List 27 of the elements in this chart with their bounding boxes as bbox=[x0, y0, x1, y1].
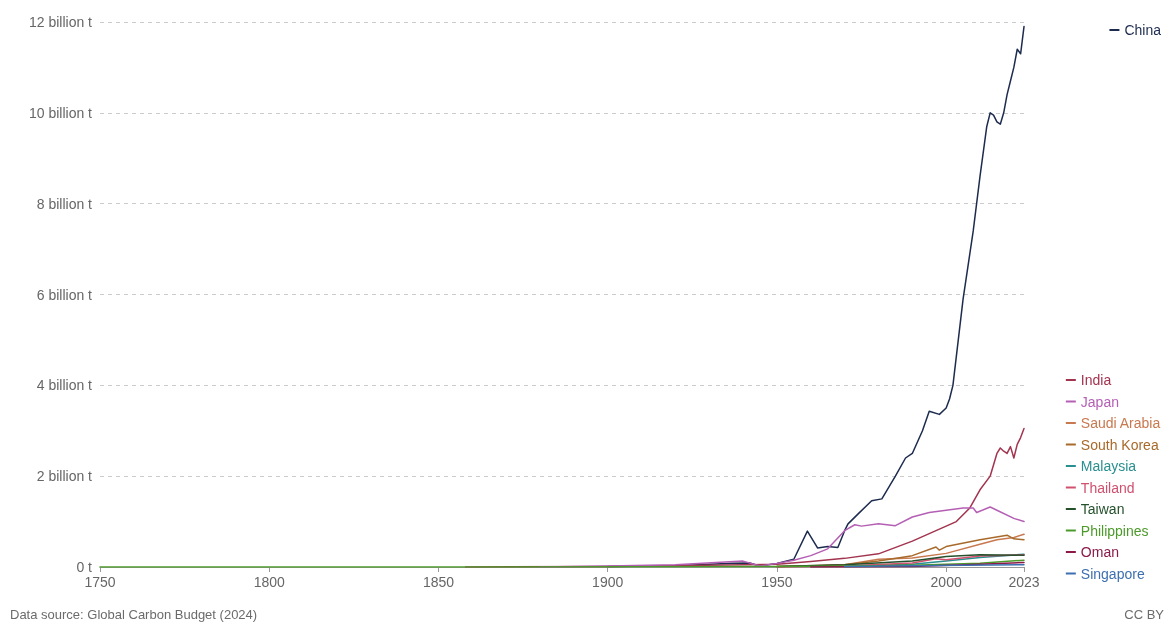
x-tick-label: 1950 bbox=[761, 574, 793, 590]
legend-label: Taiwan bbox=[1080, 501, 1125, 517]
legend-label: Japan bbox=[1080, 393, 1119, 410]
x-tick-label: 1750 bbox=[84, 574, 116, 590]
legend-label: Malaysia bbox=[1080, 458, 1137, 474]
y-tick-label: 6 billion t bbox=[36, 286, 93, 303]
y-tick-label: 2 billion t bbox=[36, 468, 93, 485]
x-tick-label: 2023 bbox=[1008, 574, 1040, 590]
legend-label: Philippines bbox=[1080, 522, 1149, 539]
y-tick-label: 12 billion t bbox=[28, 14, 93, 30]
text: CC BY bbox=[1124, 607, 1165, 622]
source-note: Data source: Global Carbon Budget (2024) bbox=[10, 607, 258, 622]
x-tick-label: 1850 bbox=[422, 574, 455, 590]
y-tick-label: 8 billion t bbox=[36, 195, 93, 212]
x-tick-label: 1900 bbox=[592, 574, 624, 590]
legend-label: India bbox=[1080, 372, 1112, 388]
legend-label: Oman bbox=[1080, 544, 1119, 560]
legend-label: Saudi Arabia bbox=[1080, 415, 1161, 431]
legend-label: Singapore bbox=[1080, 565, 1145, 582]
y-tick-label: 0 t bbox=[76, 559, 93, 575]
y-tick-label: 4 billion t bbox=[36, 377, 93, 394]
legend-label: South Korea bbox=[1080, 436, 1159, 453]
legend-label: China bbox=[1124, 22, 1162, 38]
x-tick-label: 1800 bbox=[253, 574, 286, 590]
y-tick-label: 10 billion t bbox=[28, 104, 93, 121]
x-tick-label: 2000 bbox=[930, 574, 962, 590]
legend-label: Thailand bbox=[1080, 479, 1135, 496]
